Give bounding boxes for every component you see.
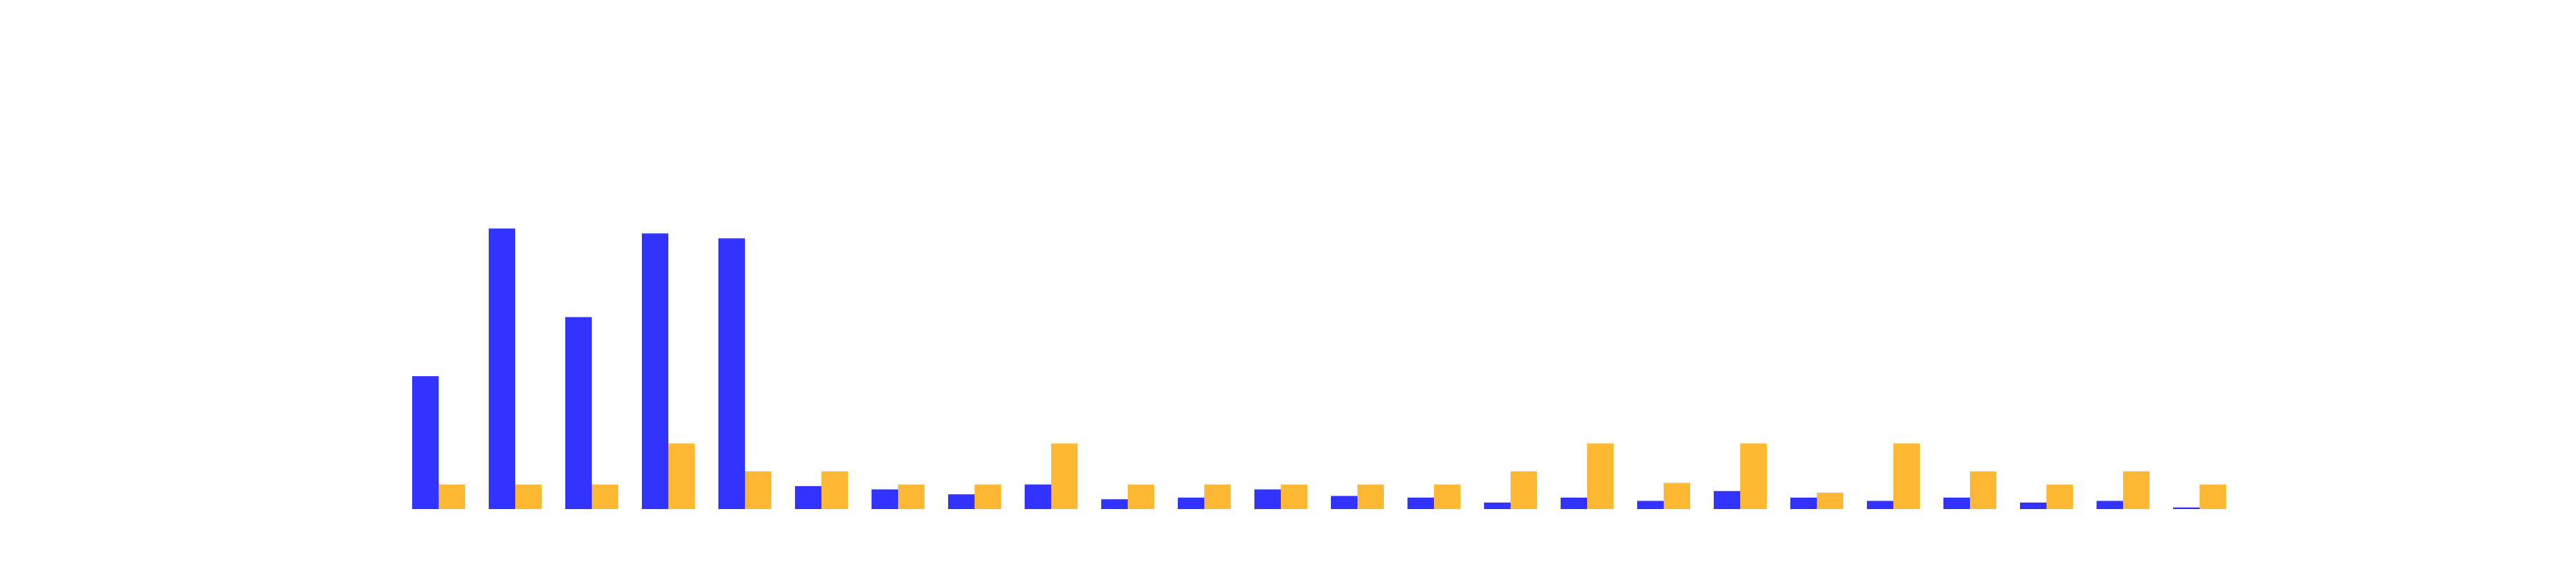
bar [975,484,1001,509]
bar [642,233,668,509]
bar [1407,497,1434,509]
bar [1714,490,1740,509]
bar [1867,500,1893,509]
bar [2020,502,2046,509]
bar [1587,443,1614,509]
bar [1817,493,1843,509]
bar [1357,484,1384,509]
bar [1178,497,1204,509]
bar [2097,500,2123,509]
bar [1484,502,1511,509]
bar [515,484,542,509]
bar [1561,497,1587,509]
bar [795,485,821,509]
bar [718,238,745,509]
bar [872,489,898,509]
bar [1128,484,1154,509]
bar [2046,484,2073,509]
bar [1893,443,1920,509]
bar [2173,507,2200,509]
bar [1970,471,1996,509]
bar [1943,497,1970,509]
bar [1434,484,1460,509]
bar [948,494,975,509]
bar [565,317,592,509]
bar [1101,499,1128,509]
bar [1637,500,1664,509]
bar [1281,484,1307,509]
bar [2123,471,2150,509]
bar [821,471,848,509]
bar [1664,483,1690,509]
bar [1025,484,1051,509]
bar [1051,443,1078,509]
bar [898,484,924,509]
bar [1511,471,1537,509]
bar [1790,497,1817,509]
bar [439,484,465,509]
bar [668,443,695,509]
bar [745,471,771,509]
bar [412,376,439,509]
bar [592,484,618,509]
bar [2200,484,2226,509]
bar [1204,484,1231,509]
bar [1740,443,1767,509]
bar [1331,495,1357,509]
bar [489,228,515,509]
bar [1254,489,1281,509]
